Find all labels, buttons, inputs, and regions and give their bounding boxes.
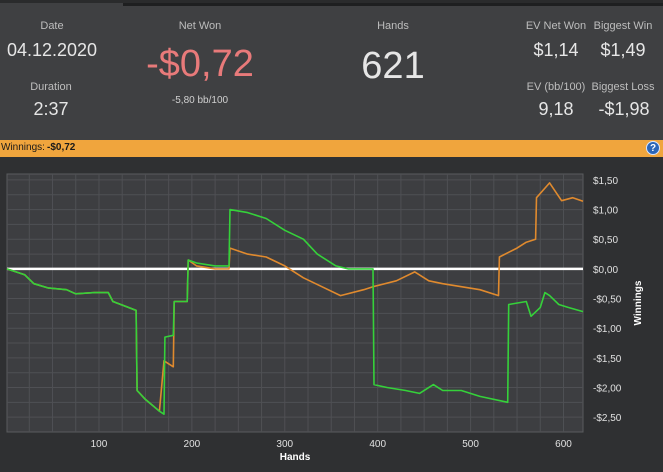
x-tick-label: 400 xyxy=(369,439,386,450)
ev-net-won-value: $1,14 xyxy=(533,40,579,60)
y-tick-label: $0,00 xyxy=(593,265,618,276)
y-tick-label: -$2,00 xyxy=(593,384,622,395)
y-tick-label: $1,50 xyxy=(593,176,618,187)
ev-bb100-value: 9,18 xyxy=(538,99,574,119)
series-line-winnings xyxy=(6,208,584,415)
x-tick-label: 500 xyxy=(462,439,479,450)
grid-horizontal xyxy=(7,179,583,418)
biggest-win-label: Biggest Win xyxy=(593,20,653,32)
x-tick-label: 300 xyxy=(276,439,293,450)
biggest-loss-label: Biggest Loss xyxy=(591,81,655,93)
duration-label: Duration xyxy=(30,81,72,93)
x-axis-ticks: 100 200 300 400 500 600 xyxy=(91,439,573,450)
y-axis-title: Winnings xyxy=(633,280,644,325)
winnings-banner-label: Winnings: xyxy=(1,142,45,153)
winnings-chart: 100 200 300 400 500 600 $1,50 $1,00 $0,50 $0,00 -… xyxy=(0,157,663,472)
net-won-label: Net Won xyxy=(178,20,222,32)
winnings-banner-value: -$0,72 xyxy=(47,142,76,153)
ev-bb100-label: EV (bb/100) xyxy=(526,81,586,93)
ev-net-won-label: EV Net Won xyxy=(525,20,587,32)
chart-svg: 100 200 300 400 500 600 $1,50 $1,00 $0,50 $0,00 -… xyxy=(6,173,644,463)
x-tick-label: 100 xyxy=(91,439,108,450)
series-group xyxy=(6,182,584,415)
biggest-loss-value: -$1,98 xyxy=(598,99,650,119)
net-won-bb100: -5,80 bb/100 xyxy=(171,95,229,106)
plot-background xyxy=(6,173,584,433)
hands-label: Hands xyxy=(377,20,409,32)
y-axis-ticks: $1,50 $1,00 $0,50 $0,00 -$0,50 -$1,00 -$1,50 -$… xyxy=(593,176,622,424)
x-tick-label: 600 xyxy=(555,439,572,450)
x-tick-label: 200 xyxy=(184,439,201,450)
date-label: Date xyxy=(40,20,64,32)
y-tick-label: $1,00 xyxy=(593,206,618,217)
y-tick-label: -$1,00 xyxy=(593,324,622,335)
y-tick-label: -$0,50 xyxy=(593,295,622,306)
date-value: 04.12.2020 xyxy=(6,40,98,60)
biggest-win-value: $1,49 xyxy=(600,40,646,60)
y-tick-label: $0,50 xyxy=(593,235,618,246)
net-won-value: -$0,72 xyxy=(146,43,254,85)
winnings-banner: Winnings: -$0,72 ? xyxy=(0,140,663,157)
session-stats-panel: Date 04.12.2020 Duration 2:37 Net Won -$… xyxy=(0,0,663,140)
y-tick-label: -$1,50 xyxy=(593,354,622,365)
hands-value: 621 xyxy=(361,45,425,87)
x-axis-title: Hands xyxy=(280,452,311,463)
top-strip xyxy=(123,3,663,6)
help-icon[interactable]: ? xyxy=(646,141,660,155)
duration-value: 2:37 xyxy=(33,99,69,119)
y-tick-label: -$2,50 xyxy=(593,413,622,424)
